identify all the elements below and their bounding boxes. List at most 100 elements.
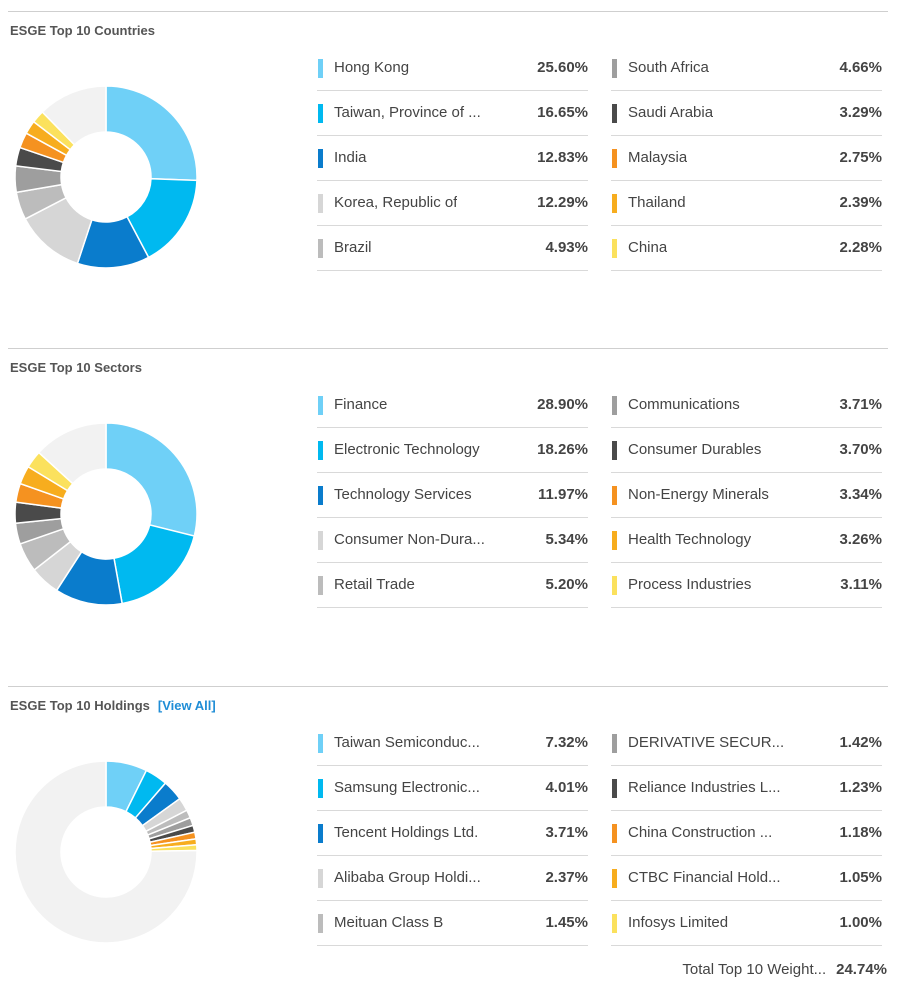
legend-label: South Africa	[628, 59, 709, 76]
legend-row: Tencent Holdings Ltd. 3.71%	[317, 811, 588, 856]
legend-label: Brazil	[334, 239, 372, 256]
legend-row: Taiwan Semiconduc... 7.32%	[317, 721, 588, 766]
donut-slice	[105, 85, 198, 182]
legend-row: Retail Trade 5.20%	[317, 563, 588, 608]
legend-row: Finance 28.90%	[317, 383, 588, 428]
legend-label: Electronic Technology	[334, 441, 480, 458]
legend-swatch	[612, 486, 617, 505]
countries-legend-col-right: South Africa 4.66% Saudi Arabia 3.29% Mala…	[611, 46, 882, 271]
legend-value: 5.34%	[545, 531, 588, 548]
donut-slice-remainder	[37, 422, 107, 485]
sectors-legend-col-left: Finance 28.90% Electronic Technology 18.26…	[317, 383, 588, 608]
legend-swatch	[612, 531, 617, 550]
legend-swatch	[318, 59, 323, 78]
legend-value: 1.45%	[545, 914, 588, 931]
legend-label: India	[334, 149, 367, 166]
legend-value: 2.28%	[839, 239, 882, 256]
legend-row: Alibaba Group Holdi... 2.37%	[317, 856, 588, 901]
legend-row: China 2.28%	[611, 226, 882, 271]
legend-label: Meituan Class B	[334, 914, 444, 931]
legend-row: Brazil 4.93%	[317, 226, 588, 271]
legend-label: Samsung Electronic...	[334, 779, 480, 796]
legend-value: 1.42%	[839, 734, 882, 751]
donut-slice	[105, 422, 198, 537]
legend-row: DERIVATIVE SECUR... 1.42%	[611, 721, 882, 766]
legend-row: Malaysia 2.75%	[611, 136, 882, 181]
legend-label: Saudi Arabia	[628, 104, 714, 121]
legend-value: 2.75%	[839, 149, 882, 166]
legend-label: Taiwan, Province of ...	[334, 104, 481, 121]
total-weight-label: Total Top 10 Weight...	[682, 961, 827, 978]
countries-donut-chart	[14, 85, 198, 269]
holdings-section: ESGE Top 10 Holdings [View All]	[8, 686, 888, 713]
legend-swatch	[318, 486, 323, 505]
legend-row: Infosys Limited 1.00%	[611, 901, 882, 946]
legend-row: China Construction ... 1.18%	[611, 811, 882, 856]
legend-value: 1.23%	[839, 779, 882, 796]
legend-value: 12.83%	[537, 149, 588, 166]
legend-label: Health Technology	[628, 531, 752, 548]
holdings-legend-col-left: Taiwan Semiconduc... 7.32% Samsung Electr…	[317, 721, 588, 946]
countries-legend-col-left: Hong Kong 25.60% Taiwan, Province of ... 1…	[317, 46, 588, 271]
legend-swatch	[318, 104, 323, 123]
legend-label: Tencent Holdings Ltd.	[334, 824, 479, 841]
legend-row: Communications 3.71%	[611, 383, 882, 428]
legend-row: Consumer Durables 3.70%	[611, 428, 882, 473]
legend-label: Retail Trade	[334, 576, 415, 593]
legend-label: Hong Kong	[334, 59, 410, 76]
holdings-legend-col-right: DERIVATIVE SECUR... 1.42% Reliance Indust…	[611, 721, 882, 946]
countries-section: ESGE Top 10 Countries	[8, 11, 888, 38]
legend-value: 18.26%	[537, 441, 588, 458]
legend-value: 3.71%	[839, 396, 882, 413]
legend-label: Consumer Non-Dura...	[334, 531, 485, 548]
view-all-link[interactable]: [View All]	[157, 698, 216, 713]
legend-value: 1.00%	[839, 914, 882, 931]
legend-swatch	[318, 239, 323, 258]
holdings-donut-chart	[14, 760, 198, 944]
legend-swatch	[318, 531, 323, 550]
legend-value: 12.29%	[537, 194, 588, 211]
legend-swatch	[318, 396, 323, 415]
legend-label: Consumer Durables	[628, 441, 762, 458]
legend-label: Finance	[334, 396, 388, 413]
legend-swatch	[612, 441, 617, 460]
legend-swatch	[612, 576, 617, 595]
legend-swatch	[318, 441, 323, 460]
countries-title: ESGE Top 10 Countries	[10, 23, 155, 38]
legend-label: China Construction ...	[628, 824, 773, 841]
legend-swatch	[318, 824, 323, 843]
sectors-legend-col-right: Communications 3.71% Consumer Durables 3.7…	[611, 383, 882, 608]
legend-swatch	[318, 779, 323, 798]
legend-swatch	[318, 149, 323, 168]
legend-value: 3.34%	[839, 486, 882, 503]
legend-row: Technology Services 11.97%	[317, 473, 588, 518]
legend-row: Thailand 2.39%	[611, 181, 882, 226]
legend-swatch	[318, 194, 323, 213]
legend-value: 1.05%	[839, 869, 882, 886]
legend-label: Technology Services	[334, 486, 472, 503]
legend-swatch	[612, 194, 617, 213]
legend-row: Reliance Industries L... 1.23%	[611, 766, 882, 811]
legend-label: Alibaba Group Holdi...	[334, 869, 481, 886]
total-weight-value: 24.74%	[836, 961, 887, 978]
legend-value: 25.60%	[537, 59, 588, 76]
legend-row: India 12.83%	[317, 136, 588, 181]
donut-slice-remainder	[41, 85, 107, 146]
legend-label: Process Industries	[628, 576, 752, 593]
legend-value: 2.39%	[839, 194, 882, 211]
legend-value: 3.71%	[545, 824, 588, 841]
legend-row: Electronic Technology 18.26%	[317, 428, 588, 473]
legend-row: Samsung Electronic... 4.01%	[317, 766, 588, 811]
legend-value: 28.90%	[537, 396, 588, 413]
legend-swatch	[318, 914, 323, 933]
legend-value: 3.70%	[839, 441, 882, 458]
sectors-title: ESGE Top 10 Sectors	[10, 360, 142, 375]
legend-label: Non-Energy Minerals	[628, 486, 769, 503]
donut-slice-remainder	[14, 760, 198, 944]
legend-row: Meituan Class B 1.45%	[317, 901, 588, 946]
legend-row: South Africa 4.66%	[611, 46, 882, 91]
legend-swatch	[612, 914, 617, 933]
legend-row: Korea, Republic of 12.29%	[317, 181, 588, 226]
legend-swatch	[612, 734, 617, 753]
legend-row: Consumer Non-Dura... 5.34%	[317, 518, 588, 563]
